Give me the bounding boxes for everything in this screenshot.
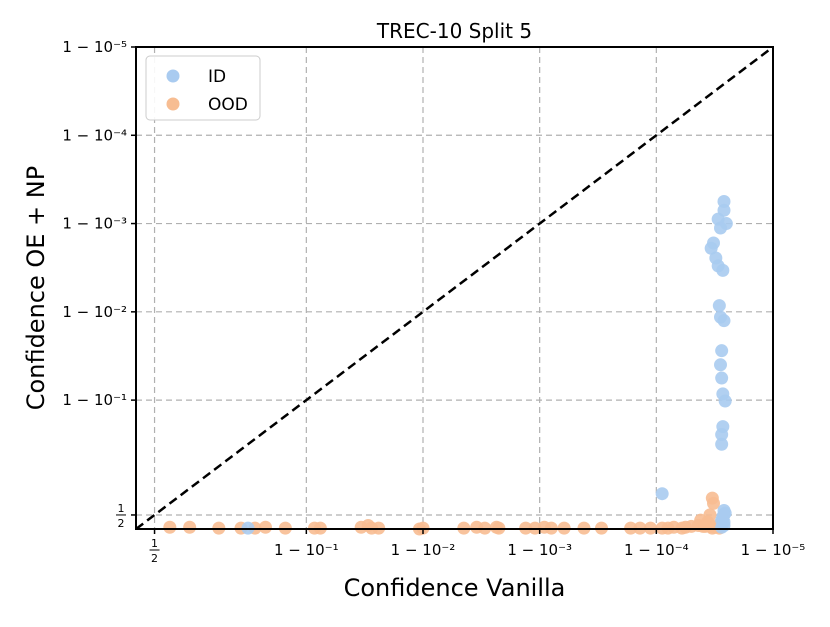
y-tick-label: 1 − 10⁻¹ [62,391,127,409]
point-ood [703,508,717,522]
svg-text:1 − 10⁻³: 1 − 10⁻³ [62,215,127,233]
point-ood [259,520,272,534]
point-id [715,520,729,534]
x-tick-label: 1 − 10⁻⁴ [624,541,689,559]
y-tick-label: 1 − 10⁻³ [62,215,127,233]
legend-marker [166,97,180,111]
plot-frame [135,46,774,530]
chart-title: TREC-10 Split 5 [376,19,532,43]
svg-text:1 − 10⁻⁵: 1 − 10⁻⁵ [741,541,806,559]
point-id [655,487,669,501]
point-id [704,241,718,255]
y-axis-label: Confidence OE + NP [22,166,50,410]
reference-line [135,46,774,530]
y-tick-label: 1 − 10⁻⁴ [62,126,127,144]
x-tick-label: 1 − 10⁻³ [507,541,572,559]
x-axis-label: Confidence Vanilla [344,574,566,602]
point-id [718,394,732,408]
svg-text:1 − 10⁻⁴: 1 − 10⁻⁴ [624,541,689,559]
legend-item-ood: OOD [166,95,248,115]
point-id [712,299,726,313]
y-tick-label: 12 [116,502,126,530]
y-tick-label: 1 − 10⁻⁵ [62,38,127,56]
point-id [715,344,729,358]
y-axis-ticks: 121 − 10⁻¹1 − 10⁻²1 − 10⁻³1 − 10⁻⁴1 − 10… [62,38,136,530]
point-id [714,358,727,372]
legend-label: OOD [208,95,248,115]
svg-text:1 − 10⁻³: 1 − 10⁻³ [507,541,572,559]
svg-text:2: 2 [118,517,125,530]
y-tick-label: 1 − 10⁻² [62,303,127,321]
x-tick-label: 1 − 10⁻¹ [274,541,339,559]
diagonal-reference-line [135,46,774,530]
x-tick-label: 1 − 10⁻² [391,541,456,559]
x-axis-ticks: 12 1 − 10⁻¹ 1 − 10⁻² 1 − 10⁻³ 1 − 10⁻⁴ 1 − 10… [149,529,806,565]
point-ood [698,519,712,533]
point-id [717,508,731,522]
point-id [717,314,731,328]
legend-label: ID [208,67,226,87]
svg-text:1 − 10⁻²: 1 − 10⁻² [62,303,127,321]
data-points [163,194,733,536]
svg-text:1: 1 [118,502,125,515]
x-tick-label: 1 − 10⁻⁵ [741,541,806,559]
svg-text:1 − 10⁻⁴: 1 − 10⁻⁴ [62,126,127,144]
svg-text:1 − 10⁻¹: 1 − 10⁻¹ [274,541,339,559]
point-ood [183,520,197,534]
legend: ID OOD [145,55,261,121]
point-id [716,263,730,277]
svg-text:2: 2 [151,552,158,565]
svg-text:1 − 10⁻⁵: 1 − 10⁻⁵ [62,38,127,56]
legend-item-id: ID [166,67,226,87]
legend-marker [166,69,180,83]
point-id [714,221,727,235]
point-ood [163,520,177,534]
point-ood [707,496,720,510]
point-id [715,428,729,442]
svg-text:1: 1 [151,537,158,550]
x-tick-label: 12 [149,537,160,565]
svg-text:1 − 10⁻²: 1 − 10⁻² [391,541,456,559]
point-id [715,371,729,385]
point-id [715,437,729,451]
svg-text:1 − 10⁻¹: 1 − 10⁻¹ [62,391,127,409]
